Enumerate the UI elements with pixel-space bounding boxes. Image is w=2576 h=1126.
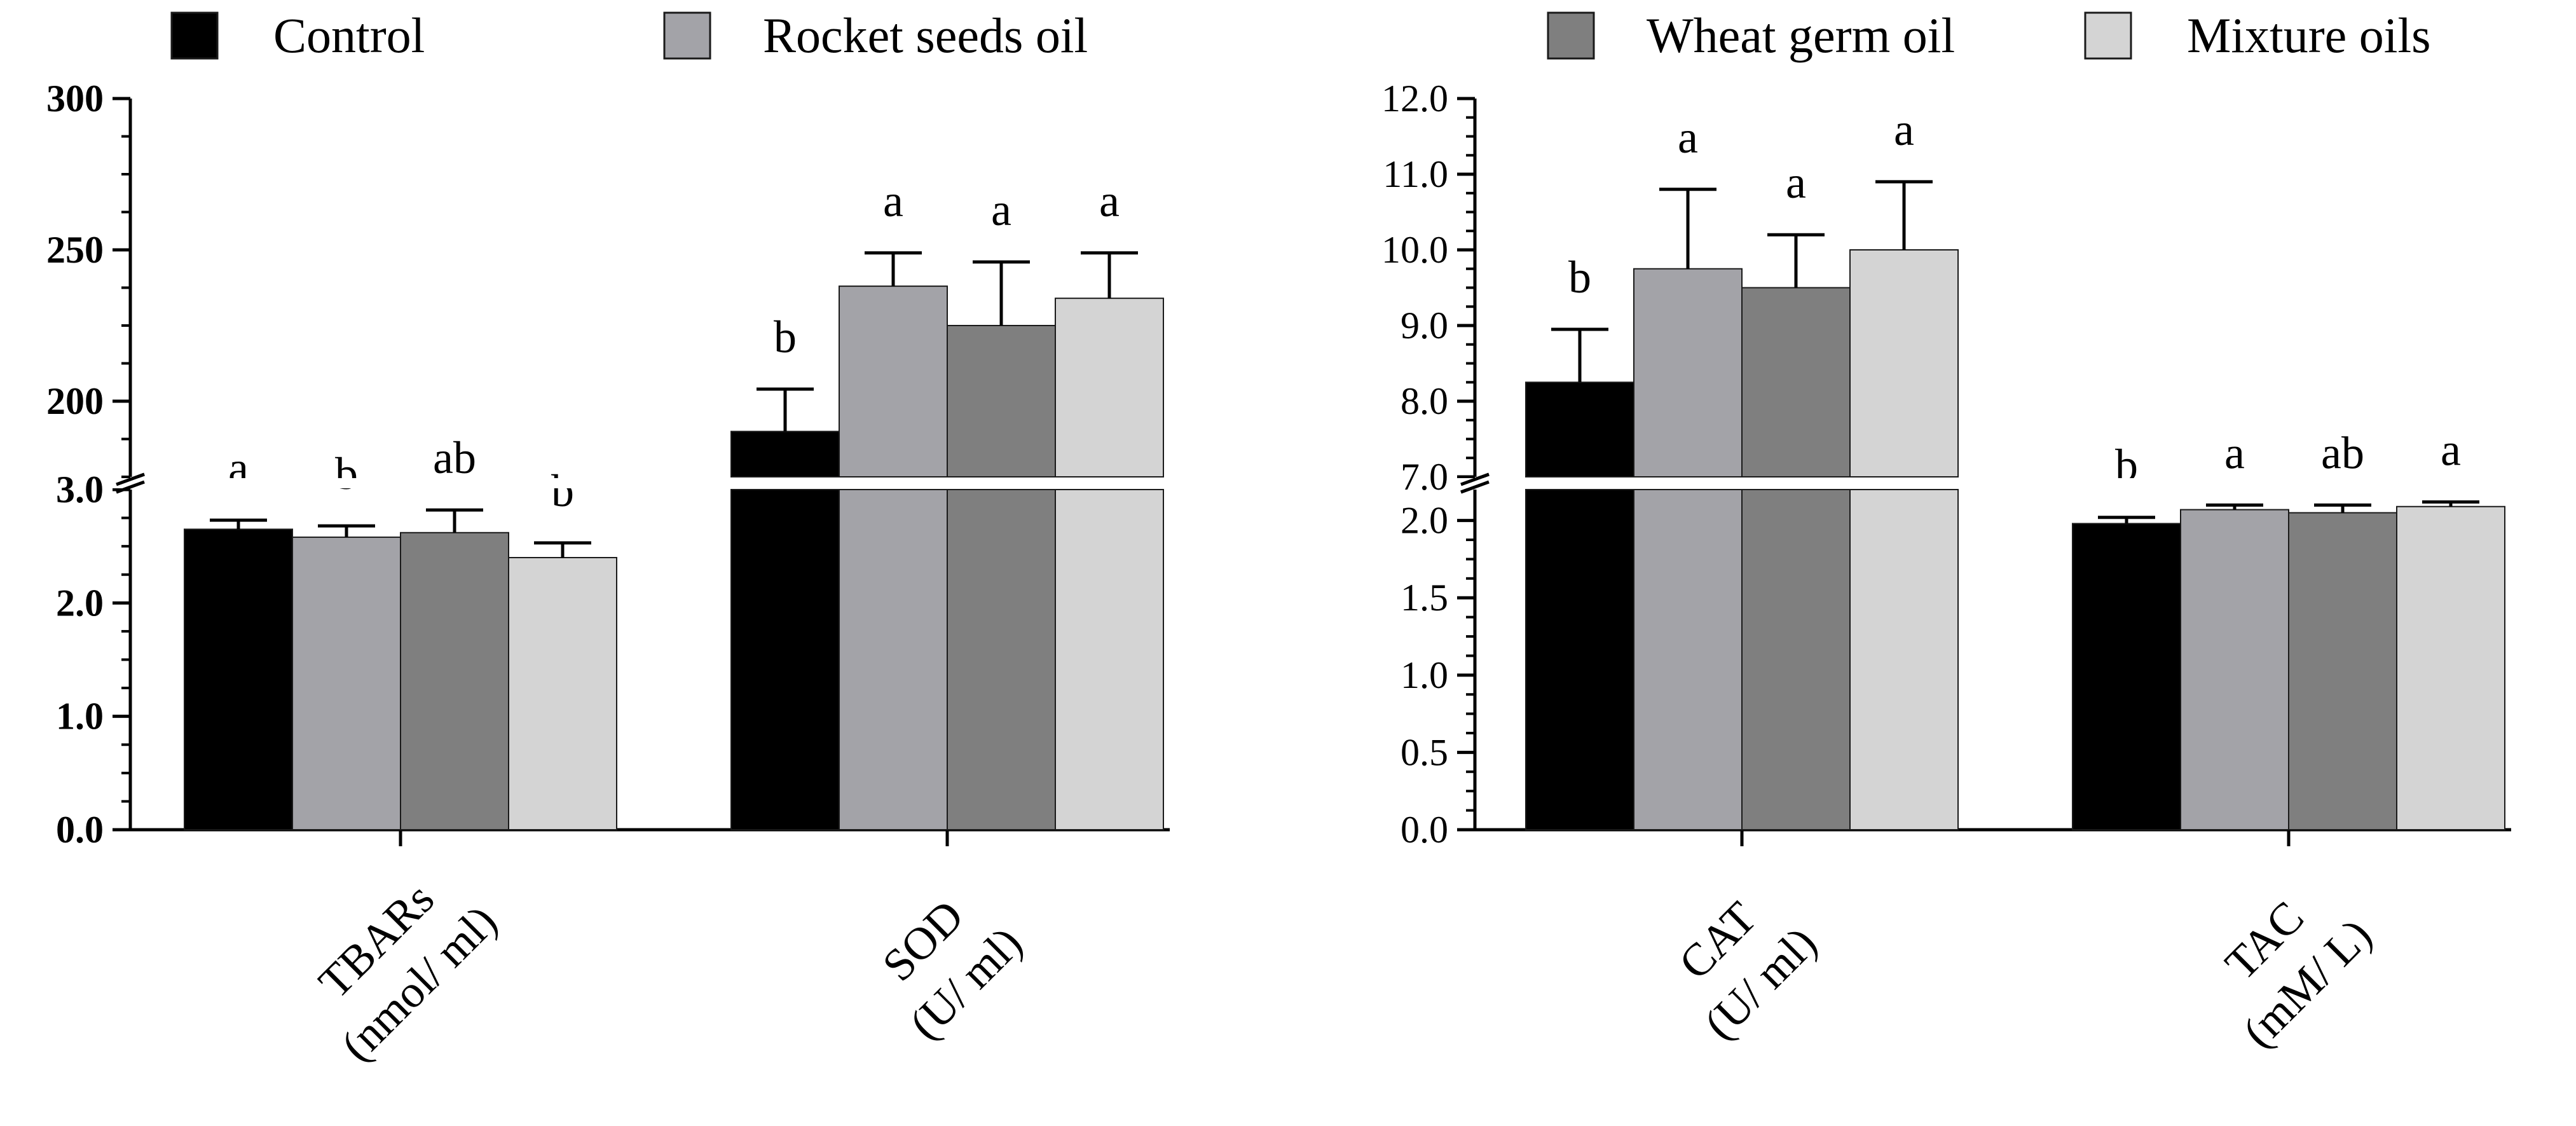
- left-upper-tick-label-0: 200: [46, 380, 104, 422]
- bar-left-g1-b2-upper: [947, 325, 1056, 477]
- right-upper-tick-label-5: 12.0: [1381, 78, 1448, 120]
- bar-right-g0-b0-lower: [1525, 489, 1634, 830]
- right-upper-tick-label-3: 10.0: [1381, 229, 1448, 271]
- bar-left-g1-b0-upper: [730, 430, 840, 477]
- sig-label-right-g0-b2: a: [1786, 157, 1806, 208]
- sig-label-left-g0-b3: b: [551, 465, 574, 516]
- legend-swatch-3: [2084, 11, 2132, 60]
- sig-label-left-g1-b1: a: [883, 175, 903, 226]
- bar-left-g1-b0-lower: [730, 489, 840, 830]
- legend-label-3: Mixture oils: [2187, 8, 2431, 63]
- right-upper-tick-label-4: 11.0: [1383, 153, 1448, 195]
- bar-left-g1-b3-upper: [1055, 298, 1164, 477]
- sig-label-right-g0-b3: a: [1894, 104, 1914, 155]
- legend-swatch-1: [663, 11, 711, 60]
- sig-label-left-g1-b0: b: [774, 312, 797, 362]
- legend-label-1: Rocket seeds oil: [763, 8, 1088, 63]
- bar-left-g1-b1-lower: [839, 489, 948, 830]
- sig-label-left-g0-b1: b: [335, 448, 358, 499]
- sig-label-right-g1-b1: a: [2224, 427, 2245, 478]
- bar-right-g1-b2: [2288, 512, 2397, 831]
- bar-right-g0-b2-upper: [1741, 287, 1851, 477]
- left-axis-break-gap: [105, 478, 1182, 488]
- right-lower-tick-label-1: 0.5: [1401, 731, 1448, 773]
- right-lower-tick-label-0: 0.0: [1401, 809, 1448, 851]
- sig-label-right-g0-b1: a: [1678, 112, 1698, 163]
- left-axis-break-slash-0: [116, 472, 145, 486]
- right-axis-break-slash-0: [1460, 472, 1490, 486]
- right-upper-tick-label-2: 9.0: [1401, 305, 1448, 347]
- bar-left-g0-b1: [292, 536, 401, 831]
- bar-right-g1-b1: [2180, 509, 2289, 830]
- legend-swatch-2: [1547, 11, 1595, 60]
- left-lower-tick-label-1: 1.0: [56, 696, 104, 738]
- sig-label-left-g0-b2: ab: [433, 432, 476, 483]
- bar-right-g0-b3-lower: [1849, 489, 1959, 830]
- sig-label-left-g1-b3: a: [1099, 175, 1120, 226]
- bar-left-g1-b2-lower: [947, 489, 1056, 830]
- sig-label-right-g1-b3: a: [2441, 424, 2461, 475]
- left-upper-tick-label-2: 300: [46, 78, 104, 120]
- legend-label-0: Control: [273, 8, 425, 63]
- right-lower-tick-label-3: 1.5: [1401, 577, 1448, 619]
- bar-right-g0-b1-lower: [1633, 489, 1743, 830]
- bar-left-g0-b2: [400, 532, 509, 830]
- right-axis-break-gap: [1449, 478, 2524, 488]
- left-lower-tick-label-2: 2.0: [56, 582, 104, 624]
- right-lower-tick-label-2: 1.0: [1401, 654, 1448, 696]
- bar-right-g0-b1-upper: [1633, 268, 1743, 477]
- sig-label-left-g1-b2: a: [991, 184, 1011, 235]
- legend-label-2: Wheat germ oil: [1647, 8, 1955, 63]
- bar-right-g1-b0: [2072, 523, 2181, 830]
- left-axis-break-slash-1: [116, 480, 145, 494]
- bar-right-g0-b0-upper: [1525, 381, 1634, 477]
- left-lower-tick-label-0: 0.0: [56, 809, 104, 851]
- bar-left-g0-b0: [184, 528, 293, 831]
- left-lower-tick-label-3: 3.0: [56, 469, 104, 511]
- sig-label-right-g0-b0: b: [1568, 252, 1591, 303]
- right-upper-tick-label-1: 8.0: [1401, 380, 1448, 422]
- bar-left-g0-b3: [508, 557, 617, 830]
- legend-swatch-0: [170, 11, 219, 60]
- bar-right-g0-b3-upper: [1849, 249, 1959, 477]
- sig-label-right-g1-b2: ab: [2321, 427, 2364, 478]
- bar-right-g0-b2-lower: [1741, 489, 1851, 830]
- left-upper-tick-label-1: 250: [46, 229, 104, 271]
- right-axis-break-slash-1: [1460, 480, 1490, 494]
- bar-left-g1-b1-upper: [839, 285, 948, 477]
- right-upper-tick-label-0: 7.0: [1401, 456, 1448, 498]
- bar-right-g1-b3: [2396, 505, 2505, 830]
- bar-left-g1-b3-lower: [1055, 489, 1164, 830]
- right-lower-tick-label-4: 2.0: [1401, 500, 1448, 542]
